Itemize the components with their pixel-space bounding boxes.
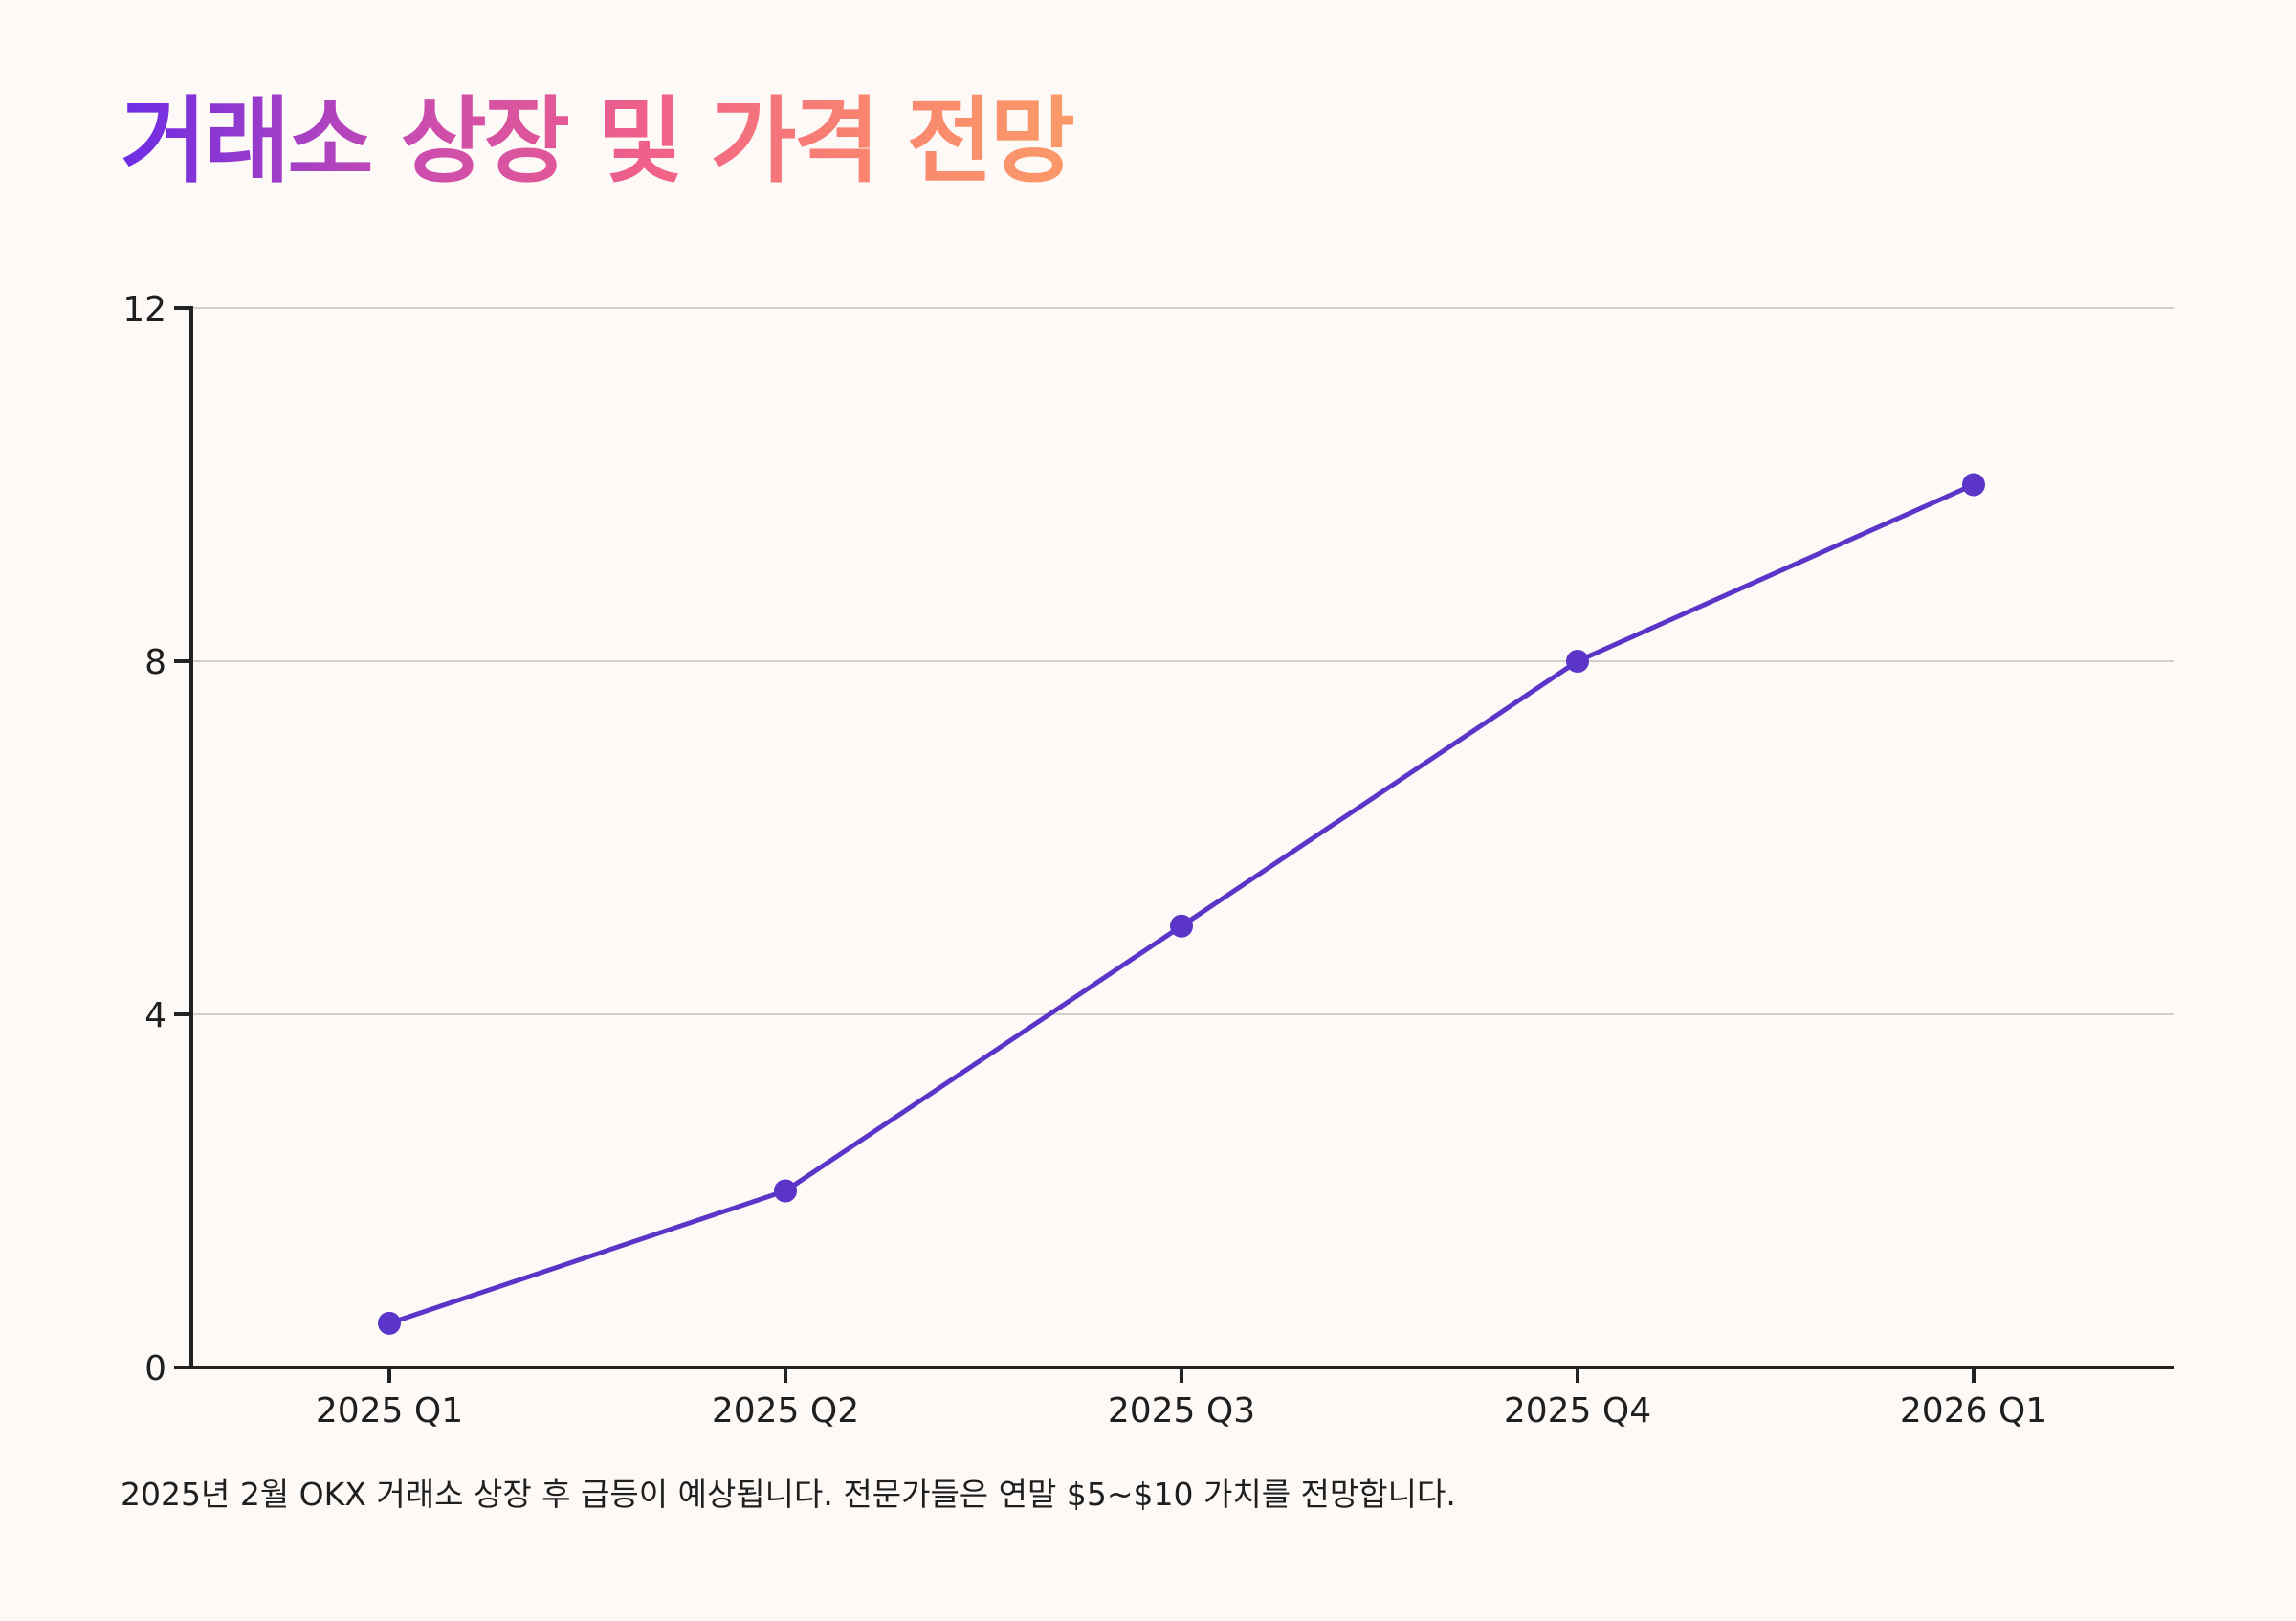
y-tick-label-0: 0 <box>144 1349 166 1388</box>
chart-title: 거래소 상장 및 가격 전망 <box>121 84 1076 199</box>
x-tick-label-0: 2025 Q1 <box>316 1391 463 1431</box>
data-point-0-4 <box>1962 473 1985 497</box>
tick-labels: 0 4 8 12 2025 Q1 2025 Q2 2025 Q3 2025 Q4 2026 Q1 <box>122 290 2047 1431</box>
x-tick-label-4: 2026 Q1 <box>1900 1391 2047 1431</box>
data-point-0-0 <box>378 1311 401 1335</box>
data-point-0-3 <box>1566 650 1589 673</box>
x-tick-label-2: 2025 Q3 <box>1108 1391 1255 1431</box>
data-point-0-1 <box>774 1179 797 1203</box>
x-tick-label-3: 2025 Q4 <box>1504 1391 1651 1431</box>
grid-lines <box>191 307 2174 1015</box>
x-tick-label-1: 2025 Q2 <box>712 1391 859 1431</box>
data-point-0-2 <box>1170 914 1193 938</box>
y-tick-label-12: 12 <box>122 290 166 329</box>
axes <box>174 306 2174 1383</box>
y-tick-label-4: 4 <box>144 996 166 1035</box>
series-line <box>386 482 1976 1326</box>
series-line-0 <box>386 482 1976 1326</box>
chart-caption: 2025년 2월 OKX 거래소 상장 후 급등이 예상됩니다. 전문가들은 연… <box>121 1476 1456 1513</box>
data-points <box>378 473 1985 1335</box>
y-tick-label-8: 8 <box>144 643 166 682</box>
